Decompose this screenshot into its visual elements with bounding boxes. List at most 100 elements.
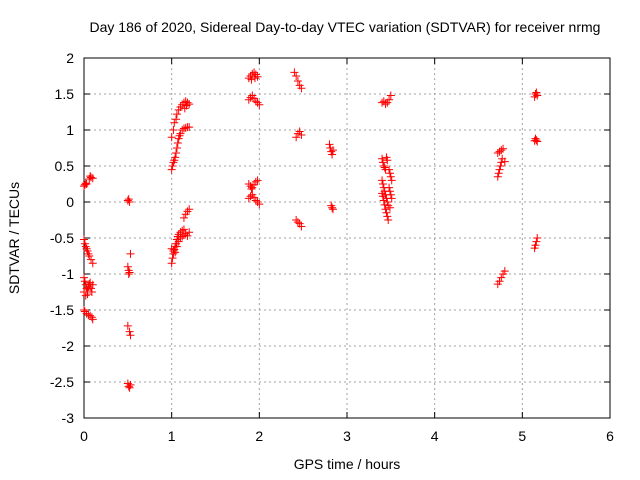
data-point: [179, 124, 188, 133]
data-point: [532, 237, 541, 246]
data-point: [126, 249, 135, 258]
data-point: [172, 110, 181, 119]
data-point: [386, 190, 395, 199]
data-point: [385, 183, 394, 192]
data-point: [244, 194, 253, 203]
data-point: [247, 75, 256, 84]
data-point: [381, 205, 390, 214]
data-point: [169, 246, 178, 255]
y-tick-label: -2.5: [50, 374, 74, 390]
data-point: [386, 172, 395, 181]
data-point: [247, 185, 256, 194]
data-point: [531, 90, 540, 98]
data-point: [385, 169, 394, 178]
data-point: [87, 313, 96, 322]
data-point: [183, 207, 192, 216]
x-tick-label: 4: [431, 428, 439, 444]
data-point: [497, 146, 506, 155]
data-point: [168, 254, 177, 263]
data-point: [126, 331, 135, 340]
data-point: [292, 72, 301, 80]
data-point: [80, 307, 89, 316]
data-point: [383, 156, 392, 165]
data-point: [290, 68, 299, 77]
data-point: [248, 69, 257, 78]
data-point: [168, 162, 177, 170]
data-point: [82, 309, 91, 318]
data-point: [81, 242, 90, 251]
data-point: [532, 136, 541, 145]
data-point: [80, 277, 89, 286]
data-point: [497, 158, 506, 167]
data-point: [85, 280, 94, 289]
data-point: [176, 129, 185, 138]
data-point: [251, 177, 260, 186]
data-point: [380, 200, 389, 209]
y-tick-label: -0.5: [50, 230, 74, 246]
data-point: [246, 93, 255, 102]
x-tick-label: 1: [168, 428, 176, 444]
x-axis-label: GPS time / hours: [294, 456, 401, 472]
axis-ticks: 0 1 2 3 4 5 6 -3 -2.5 -2 -1.5 -1 -0.5 0 0.5 1 1.5 2: [50, 50, 614, 444]
data-point: [328, 146, 337, 155]
data-point: [88, 259, 97, 268]
data-point: [167, 259, 176, 268]
data-point: [531, 241, 540, 250]
data-point: [381, 100, 390, 109]
data-point: [80, 235, 88, 244]
data-point: [125, 327, 134, 336]
data-point: [172, 149, 181, 158]
data-point: [171, 248, 180, 257]
data-point: [124, 270, 133, 278]
data-point: [378, 158, 387, 167]
data-point: [250, 74, 259, 83]
data-point: [499, 144, 508, 153]
data-point: [379, 196, 388, 205]
data-point: [84, 249, 93, 258]
data-point: [328, 150, 337, 159]
grid-lines: [84, 58, 610, 418]
data-point: [325, 140, 334, 149]
data-point: [123, 262, 132, 271]
data-point: [253, 98, 262, 107]
data-point: [244, 95, 253, 104]
data-point: [383, 212, 392, 221]
data-point: [385, 95, 394, 104]
data-point: [493, 172, 502, 181]
data-point: [125, 198, 134, 206]
data-point: [378, 176, 387, 185]
data-point: [297, 131, 306, 140]
data-point: [293, 218, 302, 227]
data-point: [87, 255, 96, 264]
data-point: [292, 216, 301, 224]
data-point: [185, 205, 194, 214]
data-point: [175, 131, 184, 140]
y-tick-label: -3: [62, 410, 75, 426]
x-tick-label: 0: [80, 428, 88, 444]
data-point: [378, 192, 387, 201]
data-point: [167, 133, 176, 142]
data-point: [251, 97, 260, 106]
data-point: [123, 196, 132, 205]
data-point: [533, 234, 542, 242]
data-point: [297, 84, 306, 93]
data-point: [495, 277, 504, 286]
y-tick-label: -2: [62, 338, 75, 354]
data-point: [292, 133, 301, 142]
data-point: [169, 158, 178, 167]
data-point: [82, 244, 91, 253]
data-point: [496, 162, 505, 170]
y-tick-label: 1: [66, 122, 74, 138]
data-point: [178, 126, 187, 134]
data-point: [88, 315, 97, 324]
x-tick-label: 3: [343, 428, 351, 444]
data-point: [83, 290, 92, 299]
data-point: [253, 176, 262, 185]
data-point: [167, 244, 176, 253]
data-point: [382, 208, 391, 217]
data-point: [385, 187, 394, 196]
data-point: [123, 321, 132, 330]
data-point: [246, 72, 255, 80]
data-point: [87, 288, 96, 296]
